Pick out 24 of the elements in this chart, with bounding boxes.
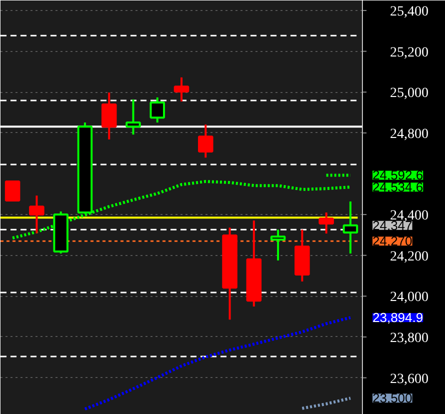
candlestick [126, 98, 141, 136]
candlestick [4, 180, 20, 202]
y-tick-label: 24,000 [390, 290, 428, 306]
candlestick [150, 96, 166, 124]
data-label: 23,894.9 [372, 310, 424, 326]
data-label: 24,534.6 [372, 180, 424, 195]
ref-line-label: 24,270 [372, 234, 412, 249]
candlestick [198, 124, 214, 159]
candlestick [342, 200, 358, 255]
data-label: 24,592.6 [372, 168, 424, 183]
candlestick [29, 194, 44, 234]
data-label: 23,500 [372, 390, 412, 406]
y-tick-label: 23,600 [390, 372, 428, 387]
y-tick-label: 25,200 [390, 45, 428, 60]
candlestick [101, 92, 117, 140]
y-tick-label: 25,000 [390, 86, 428, 102]
candlestick [174, 76, 190, 102]
y-tick-label: 23,800 [390, 330, 428, 346]
candlestick [270, 228, 286, 262]
y-tick-label: 25,400 [390, 4, 428, 20]
y-tick-label: 24,200 [390, 249, 428, 264]
line-series [83, 316, 352, 410]
y-tick-label: 24,800 [390, 126, 428, 142]
candlestick [318, 212, 334, 235]
